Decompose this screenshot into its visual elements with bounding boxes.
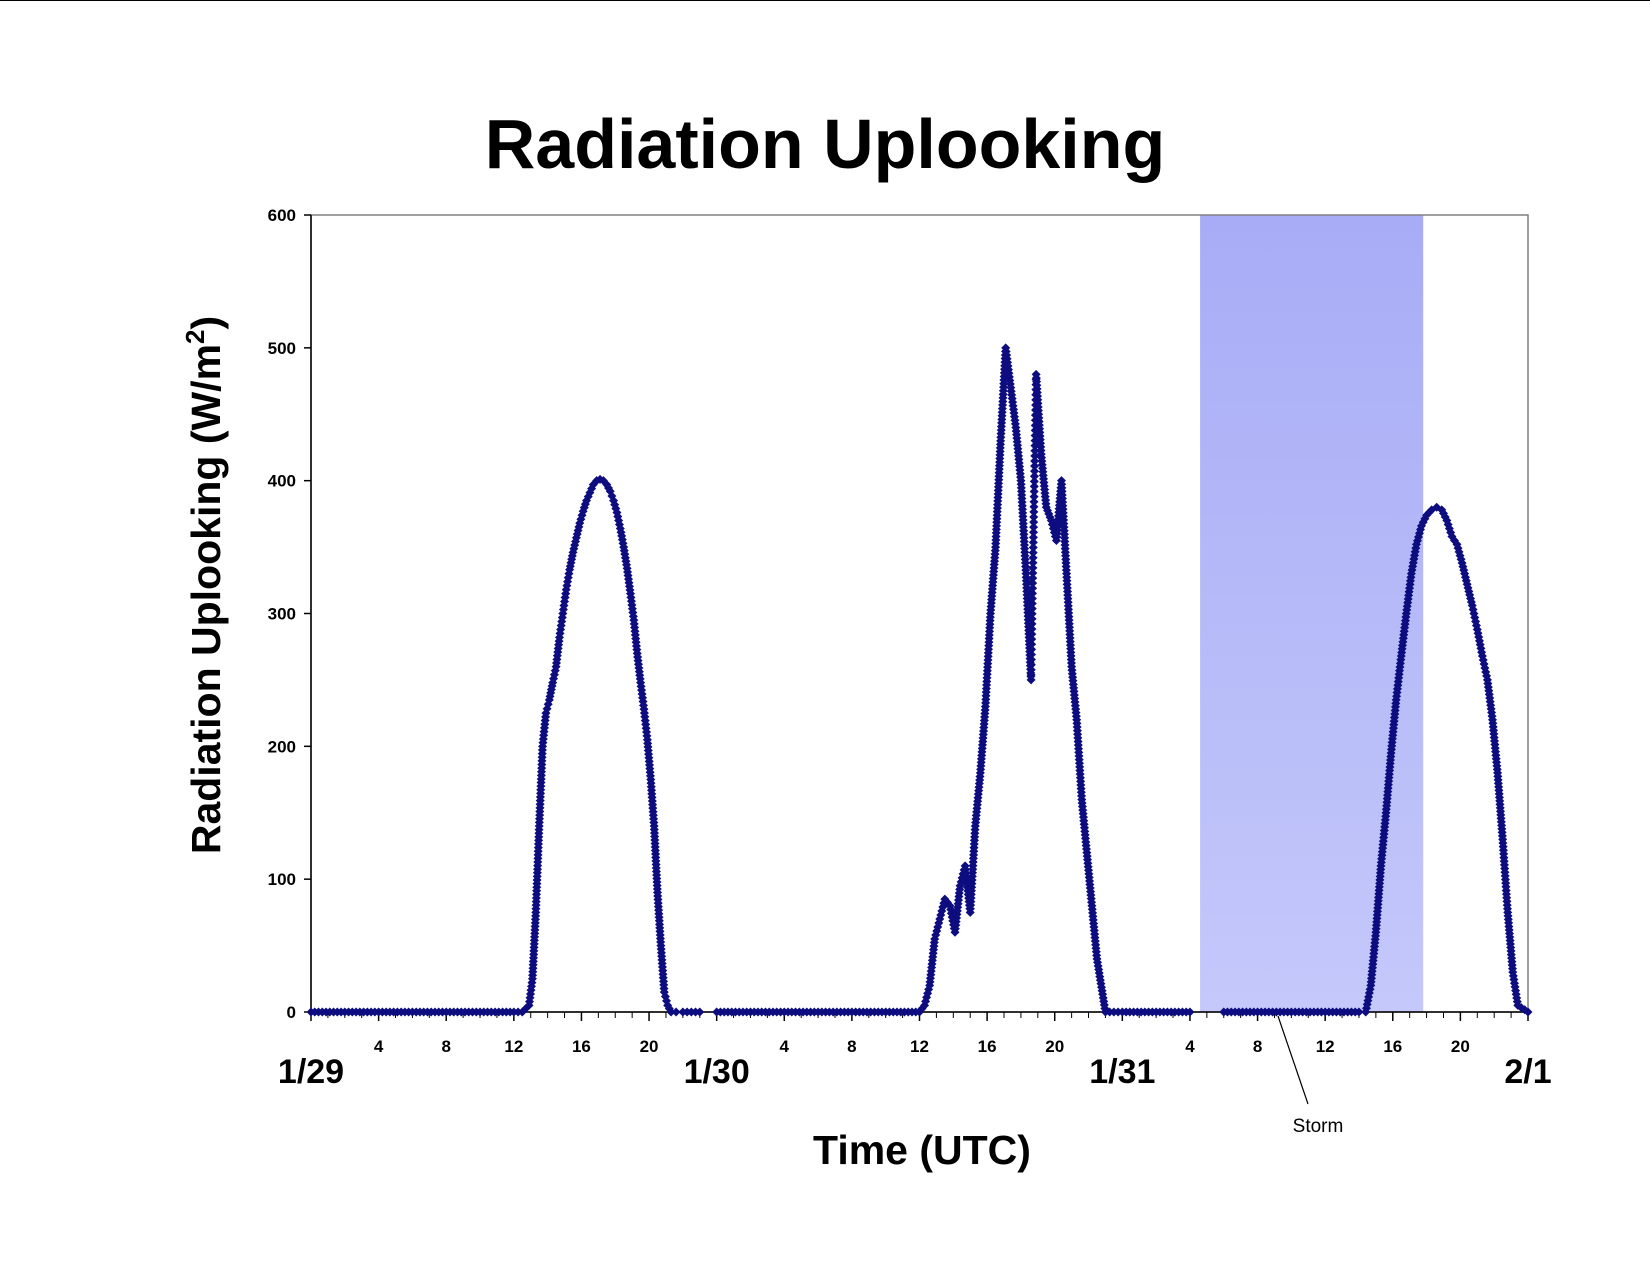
- data-point: [1028, 583, 1038, 593]
- data-point: [1027, 634, 1037, 644]
- data-point: [1028, 532, 1038, 542]
- data-point: [1029, 476, 1039, 486]
- data-point: [1027, 614, 1037, 624]
- data-point: [1030, 466, 1040, 476]
- data-point: [1027, 619, 1037, 629]
- data-point: [1026, 675, 1036, 685]
- x-hour-label: 8: [1253, 1037, 1262, 1056]
- top-border-line: [0, 0, 1650, 1]
- y-tick-label: 600: [268, 206, 296, 225]
- x-hour-label: 4: [1185, 1037, 1195, 1056]
- data-point: [1523, 1007, 1533, 1017]
- y-tick-label: 200: [268, 737, 296, 756]
- x-hour-label: 12: [1316, 1037, 1335, 1056]
- data-point: [1029, 481, 1039, 491]
- y-tick-label: 100: [268, 870, 296, 889]
- data-point: [1354, 1007, 1364, 1017]
- data-point: [1026, 655, 1036, 665]
- data-point: [1029, 492, 1039, 502]
- storm-band: [1200, 215, 1424, 1012]
- data-point: [1029, 487, 1039, 497]
- x-day-label: 1/31: [1089, 1053, 1155, 1091]
- data-point: [1028, 548, 1038, 558]
- data-point: [1029, 471, 1039, 481]
- data-point: [1030, 446, 1040, 456]
- x-hour-label: 20: [640, 1037, 659, 1056]
- data-point: [1028, 558, 1038, 568]
- data-point: [1027, 644, 1037, 654]
- chart-title: Radiation Uplooking: [485, 105, 1166, 183]
- y-tick-label: 0: [287, 1003, 296, 1022]
- x-hour-label: 20: [1045, 1037, 1064, 1056]
- data-point: [1027, 593, 1037, 603]
- data-point: [1026, 649, 1036, 659]
- x-hour-label: 20: [1451, 1037, 1470, 1056]
- data-point: [1029, 502, 1039, 512]
- data-points: [306, 343, 1533, 1017]
- y-axis: 0 100 200 300 400 500 600: [268, 206, 312, 1022]
- data-point: [1029, 522, 1039, 532]
- y-axis-title-superscript: 2: [180, 330, 210, 344]
- data-point: [695, 1007, 705, 1017]
- x-hour-label: 16: [1383, 1037, 1402, 1056]
- data-point: [1027, 599, 1037, 609]
- data-point: [1027, 629, 1037, 639]
- data-point: [1027, 604, 1037, 614]
- y-axis-title-close: ): [183, 316, 229, 330]
- data-point: [1029, 512, 1039, 522]
- y-axis-title-main: Radiation Uplooking (W/m: [183, 344, 229, 854]
- data-point: [1027, 609, 1037, 619]
- data-point: [1424, 508, 1434, 518]
- x-hour-label: 16: [572, 1037, 591, 1056]
- data-point: [1028, 537, 1038, 547]
- data-point: [1027, 588, 1037, 598]
- data-point: [1185, 1007, 1195, 1017]
- x-hour-label: 4: [780, 1037, 790, 1056]
- data-point: [1028, 553, 1038, 563]
- storm-annotation-leader: [1277, 1015, 1309, 1105]
- data-point: [1030, 461, 1040, 471]
- x-axis-title: Time (UTC): [813, 1127, 1031, 1173]
- y-tick-label: 300: [268, 605, 296, 624]
- data-point: [1026, 660, 1036, 670]
- x-hour-label: 12: [504, 1037, 523, 1056]
- x-hour-label: 8: [847, 1037, 856, 1056]
- data-point: [671, 1007, 681, 1017]
- x-hour-label: 12: [910, 1037, 929, 1056]
- data-point: [1030, 451, 1040, 461]
- x-day-label: 2/1: [1504, 1053, 1551, 1091]
- x-hour-label: 8: [441, 1037, 450, 1056]
- data-point: [1026, 670, 1036, 680]
- x-day-label: 1/30: [684, 1053, 750, 1091]
- x-hour-label: 16: [978, 1037, 997, 1056]
- data-point: [1028, 563, 1038, 573]
- data-point: [577, 510, 587, 520]
- data-point: [1422, 510, 1432, 520]
- x-day-label: 1/29: [278, 1053, 344, 1091]
- storm-annotation-label: Storm: [1293, 1116, 1344, 1137]
- data-point: [1028, 573, 1038, 583]
- data-point: [1029, 527, 1039, 537]
- data-point: [1030, 456, 1040, 466]
- data-point: [1029, 517, 1039, 527]
- data-point: [1027, 639, 1037, 649]
- data-point: [1027, 624, 1037, 634]
- x-hour-label: 4: [374, 1037, 384, 1056]
- data-point: [1029, 507, 1039, 517]
- data-point: [666, 1007, 676, 1017]
- data-point: [1029, 497, 1039, 507]
- data-point: [1028, 578, 1038, 588]
- data-point: [1028, 543, 1038, 553]
- storm-region: [1200, 215, 1424, 1012]
- data-point: [1026, 665, 1036, 675]
- y-tick-label: 400: [268, 472, 296, 491]
- data-point: [1028, 568, 1038, 578]
- y-tick-label: 500: [268, 339, 296, 358]
- y-axis-title: Radiation Uplooking (W/m2): [180, 316, 229, 854]
- x-axis: 4 8 12 16 20 4 8 12 16 20 4 8 12 16 20 1/29 1/30 1/31 2/1: [278, 1011, 1552, 1091]
